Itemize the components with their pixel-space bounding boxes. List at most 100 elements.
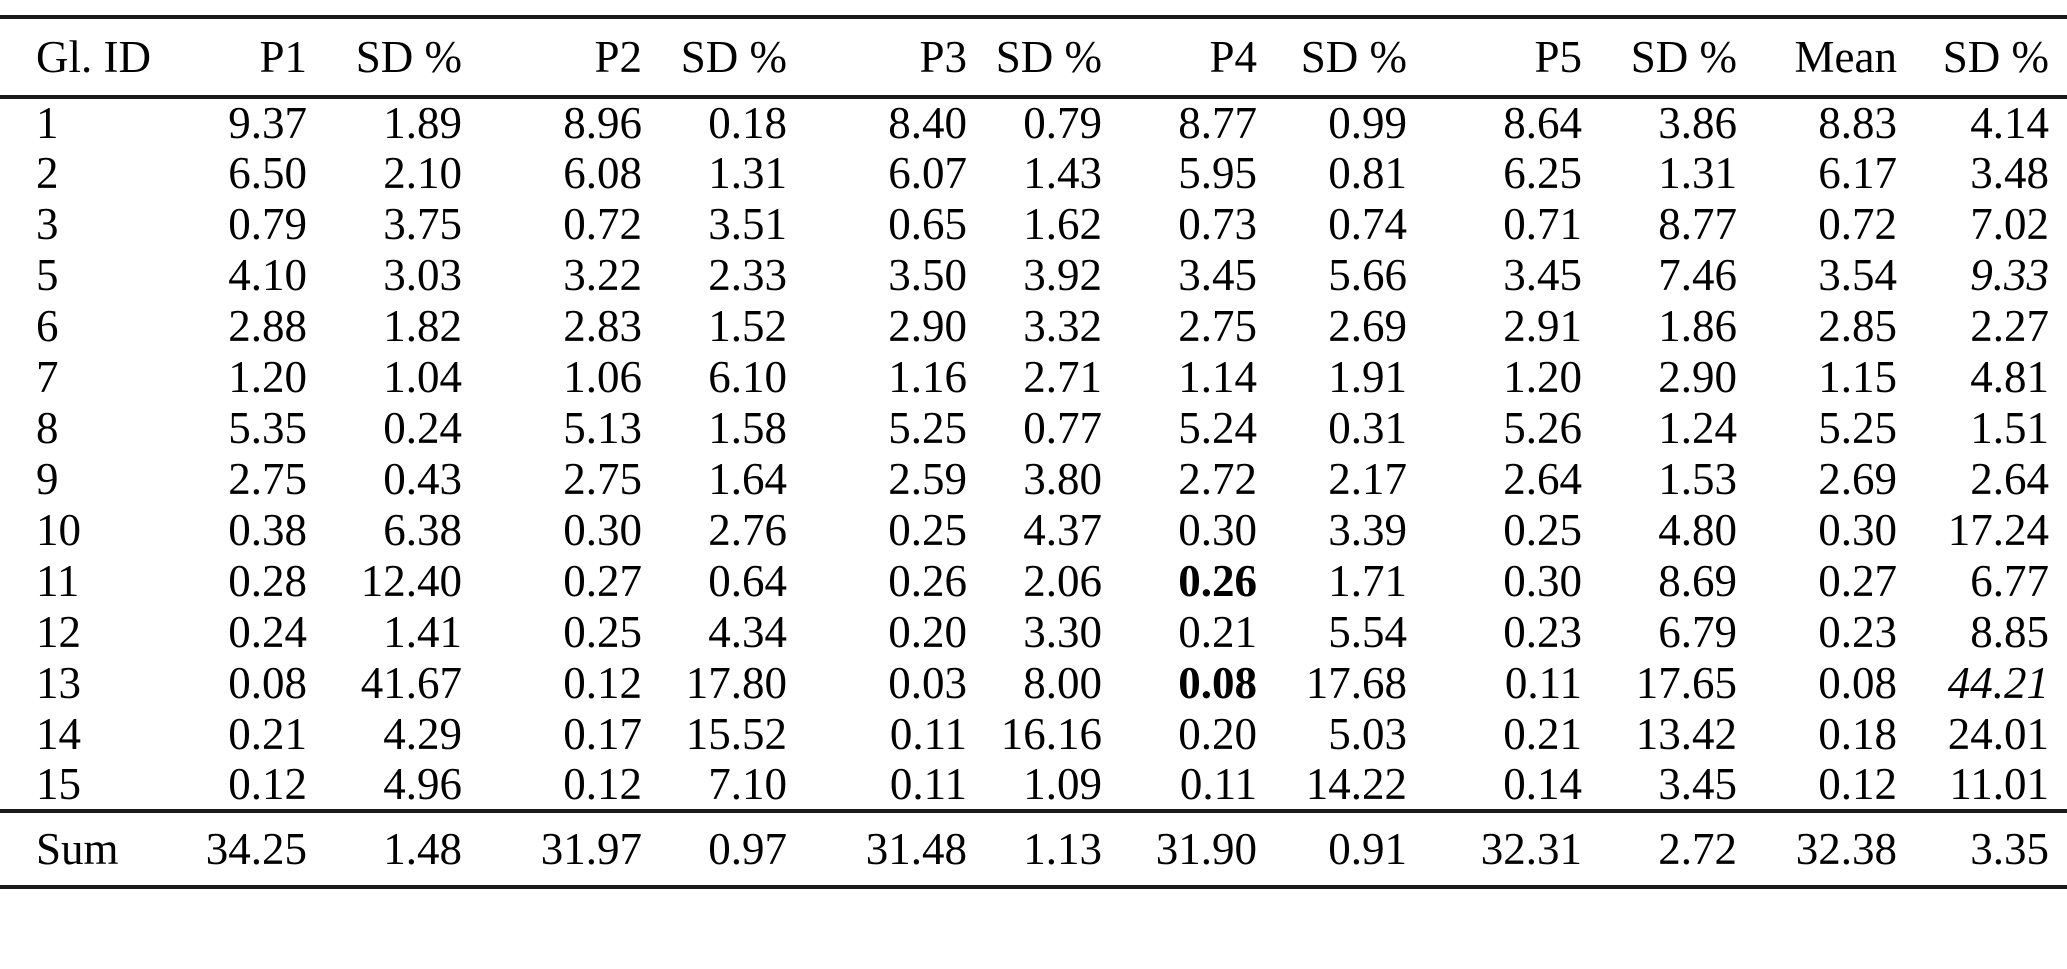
table-cell: 5.13 [563,403,642,453]
row-id-cell: 15 [36,760,81,809]
row-id-cell: 2 [36,148,59,198]
sum-row: Sum 34.25 1.48 31.97 0.97 31.48 1.13 31.… [0,809,2067,889]
table-cell: 8.77 [1178,98,1257,148]
table-cell: 0.08 [1818,658,1897,708]
column-header-p5: P5 [1425,17,1600,99]
table-cell: 0.72 [563,199,642,249]
table-cell: 0.65 [888,199,967,249]
table-cell: 3.48 [1970,148,2049,198]
table-cell: 12.40 [360,556,462,606]
table-footer: Sum 34.25 1.48 31.97 0.97 31.48 1.13 31.… [0,809,2067,889]
table-cell: 1.62 [1023,199,1102,249]
table-cell: 4.34 [708,607,787,657]
table-cell: 6.10 [708,352,787,402]
table-cell: 1.06 [563,352,642,402]
table-cell: 0.18 [708,98,787,148]
table-row: 13 0.08 41.67 0.12 17.80 0.03 8.00 0.08 17.68 0.1… [0,658,2067,709]
table-cell: 17.80 [685,658,787,708]
table-cell: 3.45 [1503,250,1582,300]
table-cell: 0.08 [228,658,307,708]
table-cell: 0.79 [1023,98,1102,148]
table-cell: 17.68 [1305,658,1407,708]
table-header: Gl. ID P1 SD % P2 SD % P3 SD % P4 SD % P… [0,17,2067,99]
table-cell: 0.21 [1503,709,1582,759]
table-cell: 8.96 [563,98,642,148]
table-cell: 2.91 [1503,301,1582,351]
table-cell: 4.81 [1970,352,2049,402]
table-cell: 0.17 [563,709,642,759]
table-cell: 2.90 [1658,352,1737,402]
table-cell: 1.89 [383,98,462,148]
table-cell: 3.92 [1023,250,1102,300]
table-cell: 0.30 [1178,505,1257,555]
table-cell: 2.69 [1328,301,1407,351]
table-row: 5 4.10 3.03 3.22 2.33 3.50 3.92 3.45 5.66 3.45 7.4… [0,250,2067,301]
table-cell: 6.25 [1503,148,1582,198]
table-row: 8 5.35 0.24 5.13 1.58 5.25 0.77 5.24 0.31 5.26 1.2… [0,403,2067,454]
table-cell: 24.01 [1947,709,2049,759]
table-cell: 2.83 [563,301,642,351]
column-header-sd4: SD % [1275,17,1425,99]
table-cell: 4.29 [383,709,462,759]
table-cell: 0.08 [1178,658,1257,708]
table-cell: 3.54 [1818,250,1897,300]
table-cell: 3.51 [708,199,787,249]
table-cell: 0.21 [228,709,307,759]
table-cell: 5.24 [1178,403,1257,453]
table-cell: 0.12 [1818,760,1897,809]
table-cell: 1.43 [1023,148,1102,198]
table-row: 10 0.38 6.38 0.30 2.76 0.25 4.37 0.30 3.39 0.25 4.… [0,505,2067,556]
table-cell: 1.20 [228,352,307,402]
table-cell: 0.14 [1503,760,1582,809]
row-id-cell: 1 [36,98,59,148]
table-cell: 2.59 [888,454,967,504]
table-cell: 0.11 [1179,760,1257,809]
table-cell: 1.91 [1328,352,1407,402]
table-cell: 2.10 [383,148,462,198]
table-cell: 0.12 [563,658,642,708]
table-cell: 0.25 [888,505,967,555]
table-cell: 4.37 [1023,505,1102,555]
row-id-cell: 6 [36,301,59,351]
table-cell: 8.40 [888,98,967,148]
table-cell: 4.14 [1970,98,2049,148]
sum-cell-sd4: 0.91 [1275,809,1425,889]
table-cell: 1.52 [708,301,787,351]
table-cell: 0.72 [1818,199,1897,249]
table-cell: 2.33 [708,250,787,300]
table-row: 6 2.88 1.82 2.83 1.52 2.90 3.32 2.75 2.69 2.91 1.8… [0,301,2067,352]
column-header-sd3: SD % [985,17,1120,99]
table-cell: 0.11 [889,709,967,759]
table-cell: 0.27 [563,556,642,606]
table-cell: 1.20 [1503,352,1582,402]
table-cell: 1.24 [1658,403,1737,453]
row-id-cell: 3 [36,199,59,249]
table-cell: 3.03 [383,250,462,300]
table-cell: 15.52 [685,709,787,759]
table-cell: 0.24 [383,403,462,453]
table-cell: 1.64 [708,454,787,504]
column-header-sd-mean: SD % [1915,17,2067,99]
table-cell: 6.79 [1658,607,1737,657]
table-cell: 7.02 [1970,199,2049,249]
table-cell: 0.11 [889,760,967,809]
table-cell: 5.95 [1178,148,1257,198]
table-cell: 5.54 [1328,607,1407,657]
table-cell: 0.71 [1503,199,1582,249]
table-cell: 0.28 [228,556,307,606]
table-cell: 0.77 [1023,403,1102,453]
table-cell: 17.24 [1947,505,2049,555]
table-cell: 1.71 [1328,556,1407,606]
table-cell: 0.79 [228,199,307,249]
table-cell: 0.99 [1328,98,1407,148]
sum-cell-p2: 31.97 [480,809,660,889]
table-cell: 0.12 [563,760,642,809]
table-cell: 1.82 [383,301,462,351]
table-cell: 2.27 [1970,301,2049,351]
table-cell: 2.71 [1023,352,1102,402]
table-cell: 5.25 [888,403,967,453]
table-cell: 6.17 [1818,148,1897,198]
table-cell: 2.75 [228,454,307,504]
table-cell: 0.30 [1503,556,1582,606]
table-cell: 0.23 [1818,607,1897,657]
